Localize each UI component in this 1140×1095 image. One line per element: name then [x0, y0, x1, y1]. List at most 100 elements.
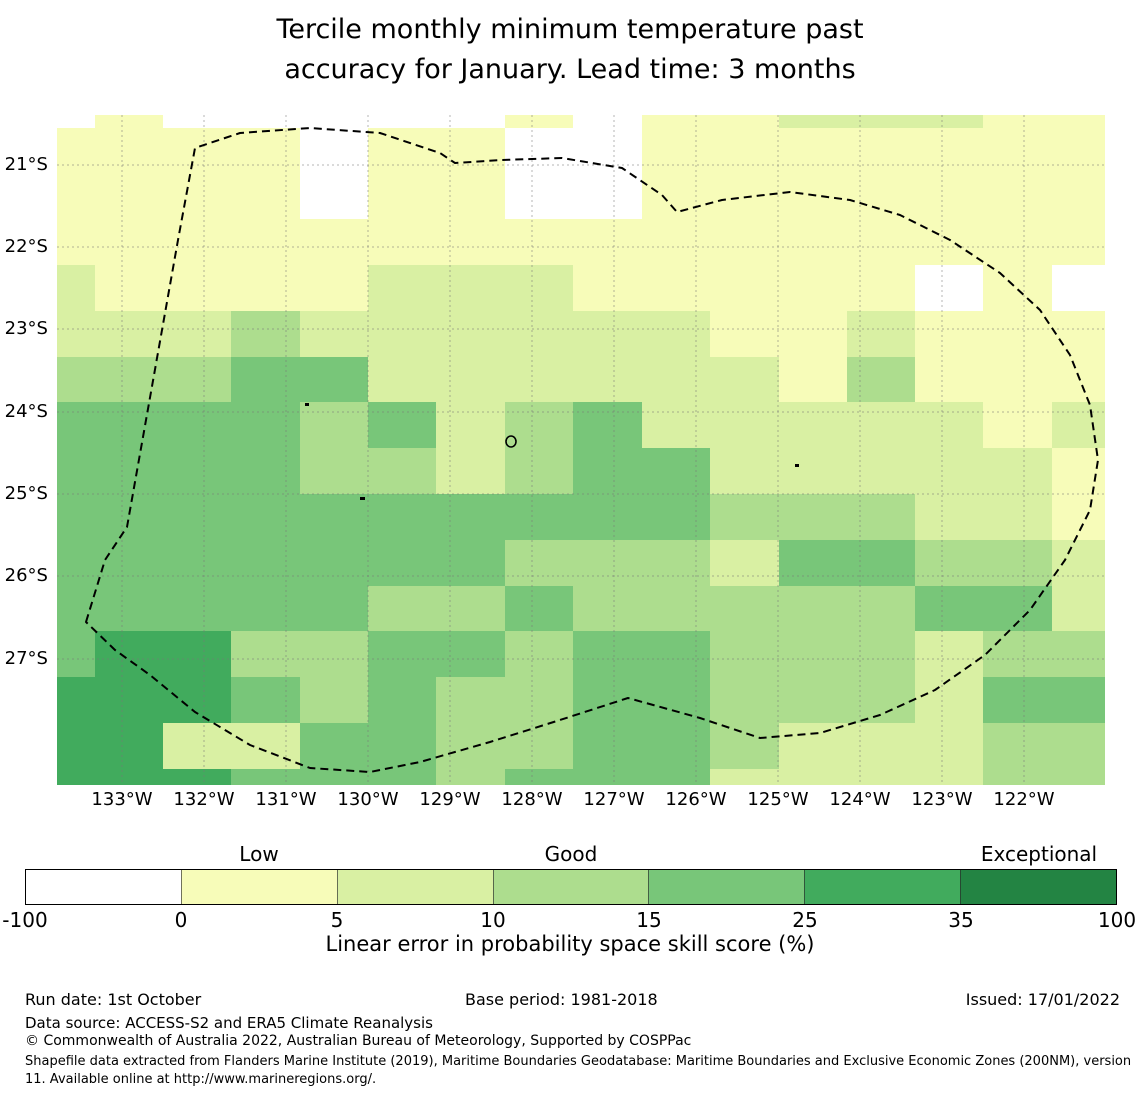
heatmap-cell: [915, 723, 983, 769]
heatmap-cell: [710, 769, 779, 785]
heatmap-cell: [779, 448, 847, 494]
colorbar-segment: [336, 870, 493, 904]
heatmap-cell: [95, 769, 163, 785]
lon-tick-label: 122°W: [993, 789, 1055, 810]
heatmap-cell: [1052, 357, 1105, 402]
heatmap-cell: [163, 448, 231, 494]
heatmap-cell: [710, 265, 779, 311]
heatmap-cell: [436, 540, 505, 586]
heatmap-cell: [95, 723, 163, 769]
heatmap-cell: [642, 494, 710, 540]
heatmap-cell: [436, 677, 505, 723]
heatmap-cell: [1052, 115, 1105, 128]
heatmap-cell: [847, 723, 915, 769]
heatmap-cell: [573, 677, 642, 723]
heatmap-cell: [779, 402, 847, 448]
heatmap-cell: [573, 173, 642, 219]
heatmap-cell: [300, 115, 368, 128]
heatmap-cell: [642, 448, 710, 494]
heatmap-cell: [983, 219, 1052, 265]
eez-boundary-outline: [85, 127, 1099, 773]
heatmap-cell: [231, 173, 300, 219]
heatmap-cell: [642, 540, 710, 586]
heatmap-cell: [436, 265, 505, 311]
heatmap-cell: [642, 586, 710, 631]
heatmap-cell: [710, 723, 779, 769]
heatmap-cell: [983, 631, 1052, 677]
map-area: [57, 115, 1105, 785]
heatmap-cell: [847, 311, 915, 357]
heatmap-cell: [915, 402, 983, 448]
heatmap-cell: [983, 494, 1052, 540]
heatmap-cell: [300, 173, 368, 219]
heatmap-cell: [163, 265, 231, 311]
colorbar-tick-label: 15: [636, 908, 662, 932]
heatmap-cell: [300, 357, 368, 402]
heatmap-cell: [436, 769, 505, 785]
heatmap-cell: [983, 677, 1052, 723]
heatmap-cell: [300, 586, 368, 631]
heatmap-cell: [573, 494, 642, 540]
heatmap-cell: [573, 448, 642, 494]
heatmap-cell: [436, 402, 505, 448]
heatmap-cell: [642, 219, 710, 265]
heatmap-cell: [300, 402, 368, 448]
heatmap-cell: [95, 311, 163, 357]
island-pitcairn-icon: [360, 497, 365, 500]
heatmap-cell: [300, 219, 368, 265]
heatmap-cell: [231, 219, 300, 265]
heatmap-cell: [1052, 769, 1105, 785]
heatmap-cell: [300, 494, 368, 540]
heatmap-cell: [163, 494, 231, 540]
lat-tick-label: 21°S: [4, 154, 48, 175]
heatmap-cell: [1052, 677, 1105, 723]
colorbar-category-low: Low: [239, 842, 279, 866]
heatmap-cell: [1052, 586, 1105, 631]
heatmap-cell: [57, 173, 95, 219]
heatmap-cell: [300, 448, 368, 494]
heatmap-cell: [368, 677, 436, 723]
heatmap-cell: [95, 219, 163, 265]
heatmap-cell: [300, 769, 368, 785]
data-source-text: Data source: ACCESS-S2 and ERA5 Climate …: [25, 1014, 433, 1032]
lon-tick-label: 126°W: [665, 789, 727, 810]
heatmap-cell: [57, 219, 95, 265]
heatmap-cell: [57, 769, 95, 785]
heatmap-cell: [642, 357, 710, 402]
heatmap-cell: [847, 173, 915, 219]
heatmap-cell: [1052, 311, 1105, 357]
heatmap-cell: [436, 115, 505, 128]
heatmap-cell: [368, 128, 436, 173]
heatmap-cell: [847, 402, 915, 448]
heatmap-cell: [436, 357, 505, 402]
heatmap-cell: [95, 357, 163, 402]
heatmap-cell: [300, 128, 368, 173]
colorbar-segment: [26, 870, 181, 904]
heatmap-cell: [163, 677, 231, 723]
heatmap-cell: [573, 357, 642, 402]
heatmap-cell: [983, 128, 1052, 173]
heatmap-cell: [505, 115, 573, 128]
figure-title: Tercile monthly minimum temperature past…: [0, 10, 1140, 90]
heatmap-cell: [436, 311, 505, 357]
heatmap-cell: [300, 723, 368, 769]
heatmap-cell: [505, 586, 573, 631]
heatmap-cell: [436, 128, 505, 173]
heatmap-cell: [505, 494, 573, 540]
shapefile-disclaimer-text: Shapefile data extracted from Flanders M…: [25, 1054, 1132, 1087]
heatmap-cell: [642, 173, 710, 219]
heatmap-cell: [436, 219, 505, 265]
heatmap-cell: [847, 128, 915, 173]
heatmap-cell: [847, 448, 915, 494]
heatmap-cell: [573, 723, 642, 769]
heatmap-cell: [436, 723, 505, 769]
heatmap-cell: [573, 115, 642, 128]
heatmap-cell: [1052, 540, 1105, 586]
heatmap-cell: [573, 219, 642, 265]
heatmap-cell: [163, 115, 231, 128]
heatmap-cell: [163, 631, 231, 677]
lat-tick-label: 26°S: [4, 565, 48, 586]
heatmap-cell: [57, 448, 95, 494]
lon-tick-label: 128°W: [501, 789, 563, 810]
